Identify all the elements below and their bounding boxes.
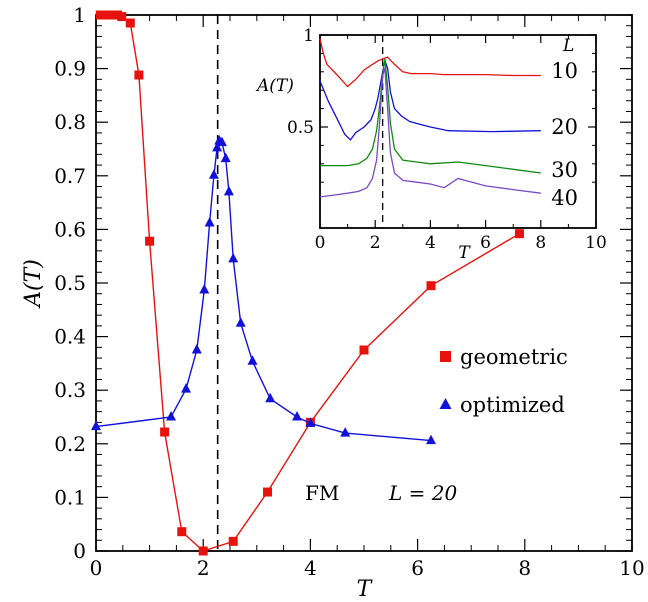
- point-optimized: [204, 216, 215, 227]
- point-geometric: [228, 536, 238, 546]
- main-x-tick-label: 6: [411, 556, 424, 580]
- point-optimized: [247, 355, 258, 365]
- inset-series-label-L30: 30: [551, 158, 578, 182]
- inset-series-line-L40: [319, 67, 541, 198]
- point-optimized: [166, 411, 177, 421]
- point-optimized: [292, 411, 302, 421]
- inset-y-tick-label: 1: [303, 26, 314, 46]
- point-optimized: [212, 141, 223, 152]
- point-geometric: [134, 70, 144, 80]
- inset-series-line-L30: [320, 58, 541, 174]
- inset-x-tick-label: 0: [315, 233, 326, 253]
- inset-series-group: [319, 38, 541, 198]
- point-optimized: [208, 169, 219, 179]
- point-optimized: [265, 392, 276, 403]
- point-optimized: [220, 152, 231, 163]
- series-line-optimized: [95, 139, 432, 442]
- main-x-tick-label: 8: [518, 556, 531, 580]
- main-y-tick-label: 0.4: [54, 325, 86, 349]
- legend: geometric optimized: [439, 345, 568, 417]
- inset-x-axis-title: T: [458, 243, 471, 263]
- inset-series-labels: 10 20 30 40: [551, 59, 578, 210]
- main-y-tick-label: 0.3: [54, 378, 86, 402]
- point-optimized: [199, 283, 210, 294]
- main-y-tick-label: 0: [73, 539, 86, 563]
- main-y-tick-label: 0.1: [54, 485, 86, 509]
- point-geometric: [198, 546, 208, 556]
- main-y-tick-label: 0.9: [54, 57, 86, 81]
- legend-label-geometric: geometric: [460, 345, 568, 369]
- main-x-tick-label: 4: [304, 556, 317, 580]
- point-geometric: [177, 527, 187, 537]
- main-x-tick-label: 10: [619, 556, 644, 580]
- inset-x-tick-label: 6: [480, 233, 491, 253]
- main-axis-ticks: [95, 14, 633, 552]
- series-line-geometric: [100, 14, 520, 552]
- point-optimized: [216, 136, 227, 147]
- main-series-group: [91, 10, 524, 556]
- point-geometric: [125, 18, 135, 28]
- point-optimized: [340, 427, 351, 437]
- model-annotation: FM: [305, 481, 339, 505]
- main-x-tick-label: 2: [197, 556, 210, 580]
- legend-marker-optimized: [439, 398, 452, 409]
- point-geometric: [263, 487, 273, 497]
- point-geometric: [359, 345, 369, 355]
- inset-series-line-L10: [319, 38, 541, 88]
- point-optimized: [305, 417, 316, 427]
- point-geometric: [514, 229, 524, 239]
- inset-legend-title: L: [562, 36, 574, 56]
- point-optimized: [228, 252, 239, 263]
- legend-marker-geometric: [440, 351, 451, 362]
- main-plot-frame: [95, 14, 633, 552]
- main-y-tick-label: 0.5: [54, 271, 86, 295]
- inset-series-label-L20: 20: [551, 115, 578, 139]
- point-geometric: [117, 12, 127, 22]
- point-optimized: [191, 344, 202, 354]
- point-optimized: [235, 317, 246, 327]
- inset-axis-ticks: [319, 34, 597, 228]
- point-optimized: [426, 434, 436, 445]
- point-geometric: [145, 236, 155, 246]
- point-geometric: [426, 281, 436, 291]
- point-optimized: [91, 420, 101, 431]
- main-y-tick-label: 0.6: [54, 217, 86, 241]
- inset-series-line-L20: [319, 58, 541, 141]
- main-y-axis-title: A(T): [21, 259, 46, 309]
- main-y-tick-label: 0.8: [54, 110, 86, 134]
- point-geometric: [160, 427, 170, 437]
- main-x-axis-title: T: [357, 577, 374, 602]
- inset-series-label-L10: 10: [551, 59, 578, 83]
- inset-y-tick-label: 0.5: [287, 118, 314, 138]
- point-optimized: [181, 383, 192, 393]
- legend-label-optimized: optimized: [460, 393, 565, 417]
- main-x-tick-label: 0: [90, 556, 103, 580]
- inset-x-tick-label: 10: [585, 233, 607, 253]
- inset-tick-labels: 0 2 4 6 8 10 0.5 1: [287, 26, 607, 253]
- point-optimized: [223, 185, 234, 196]
- main-y-tick-label: 0.2: [54, 432, 86, 456]
- main-y-tick-label: 1: [73, 3, 86, 27]
- inset-x-tick-label: 8: [535, 233, 546, 253]
- inset-series-label-L40: 40: [551, 186, 578, 210]
- main-y-tick-label: 0.7: [54, 164, 86, 188]
- inset-y-axis-title: A(T): [255, 76, 294, 96]
- size-annotation: L = 20: [388, 481, 457, 505]
- inset-x-tick-label: 2: [370, 233, 381, 253]
- inset-x-tick-label: 4: [425, 233, 436, 253]
